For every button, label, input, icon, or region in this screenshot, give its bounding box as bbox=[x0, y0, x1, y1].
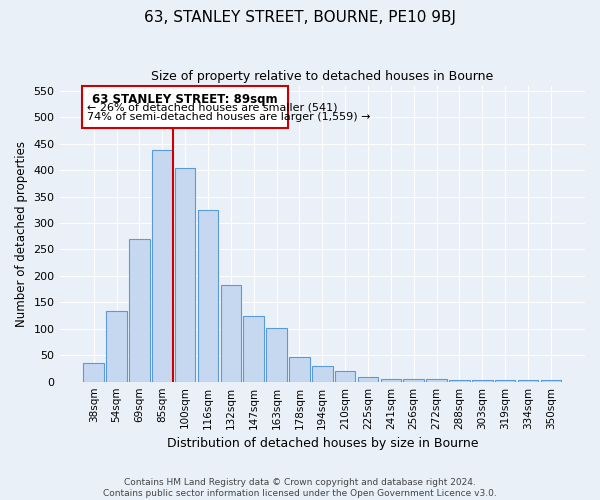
Bar bbox=[221, 285, 241, 382]
Bar bbox=[266, 328, 287, 382]
Text: 63, STANLEY STREET, BOURNE, PE10 9BJ: 63, STANLEY STREET, BOURNE, PE10 9BJ bbox=[144, 10, 456, 25]
Bar bbox=[541, 380, 561, 382]
Bar bbox=[358, 378, 378, 382]
Bar bbox=[495, 380, 515, 382]
Bar bbox=[380, 379, 401, 382]
Text: ← 26% of detached houses are smaller (541): ← 26% of detached houses are smaller (54… bbox=[87, 102, 337, 113]
Bar bbox=[289, 358, 310, 382]
Bar bbox=[335, 371, 355, 382]
Bar bbox=[426, 379, 447, 382]
Title: Size of property relative to detached houses in Bourne: Size of property relative to detached ho… bbox=[151, 70, 493, 83]
X-axis label: Distribution of detached houses by size in Bourne: Distribution of detached houses by size … bbox=[167, 437, 478, 450]
Bar bbox=[312, 366, 332, 382]
Text: 63 STANLEY STREET: 89sqm: 63 STANLEY STREET: 89sqm bbox=[92, 93, 278, 106]
Bar bbox=[152, 150, 173, 382]
Bar bbox=[129, 239, 150, 382]
Bar bbox=[403, 379, 424, 382]
Bar bbox=[198, 210, 218, 382]
Bar bbox=[175, 168, 196, 382]
Text: Contains HM Land Registry data © Crown copyright and database right 2024.
Contai: Contains HM Land Registry data © Crown c… bbox=[103, 478, 497, 498]
Y-axis label: Number of detached properties: Number of detached properties bbox=[15, 140, 28, 326]
Text: 74% of semi-detached houses are larger (1,559) →: 74% of semi-detached houses are larger (… bbox=[87, 112, 370, 122]
Bar bbox=[518, 380, 538, 382]
Bar bbox=[106, 312, 127, 382]
Bar bbox=[82, 86, 288, 128]
Bar bbox=[449, 380, 470, 382]
Bar bbox=[83, 363, 104, 382]
Bar bbox=[244, 316, 264, 382]
Bar bbox=[472, 380, 493, 382]
